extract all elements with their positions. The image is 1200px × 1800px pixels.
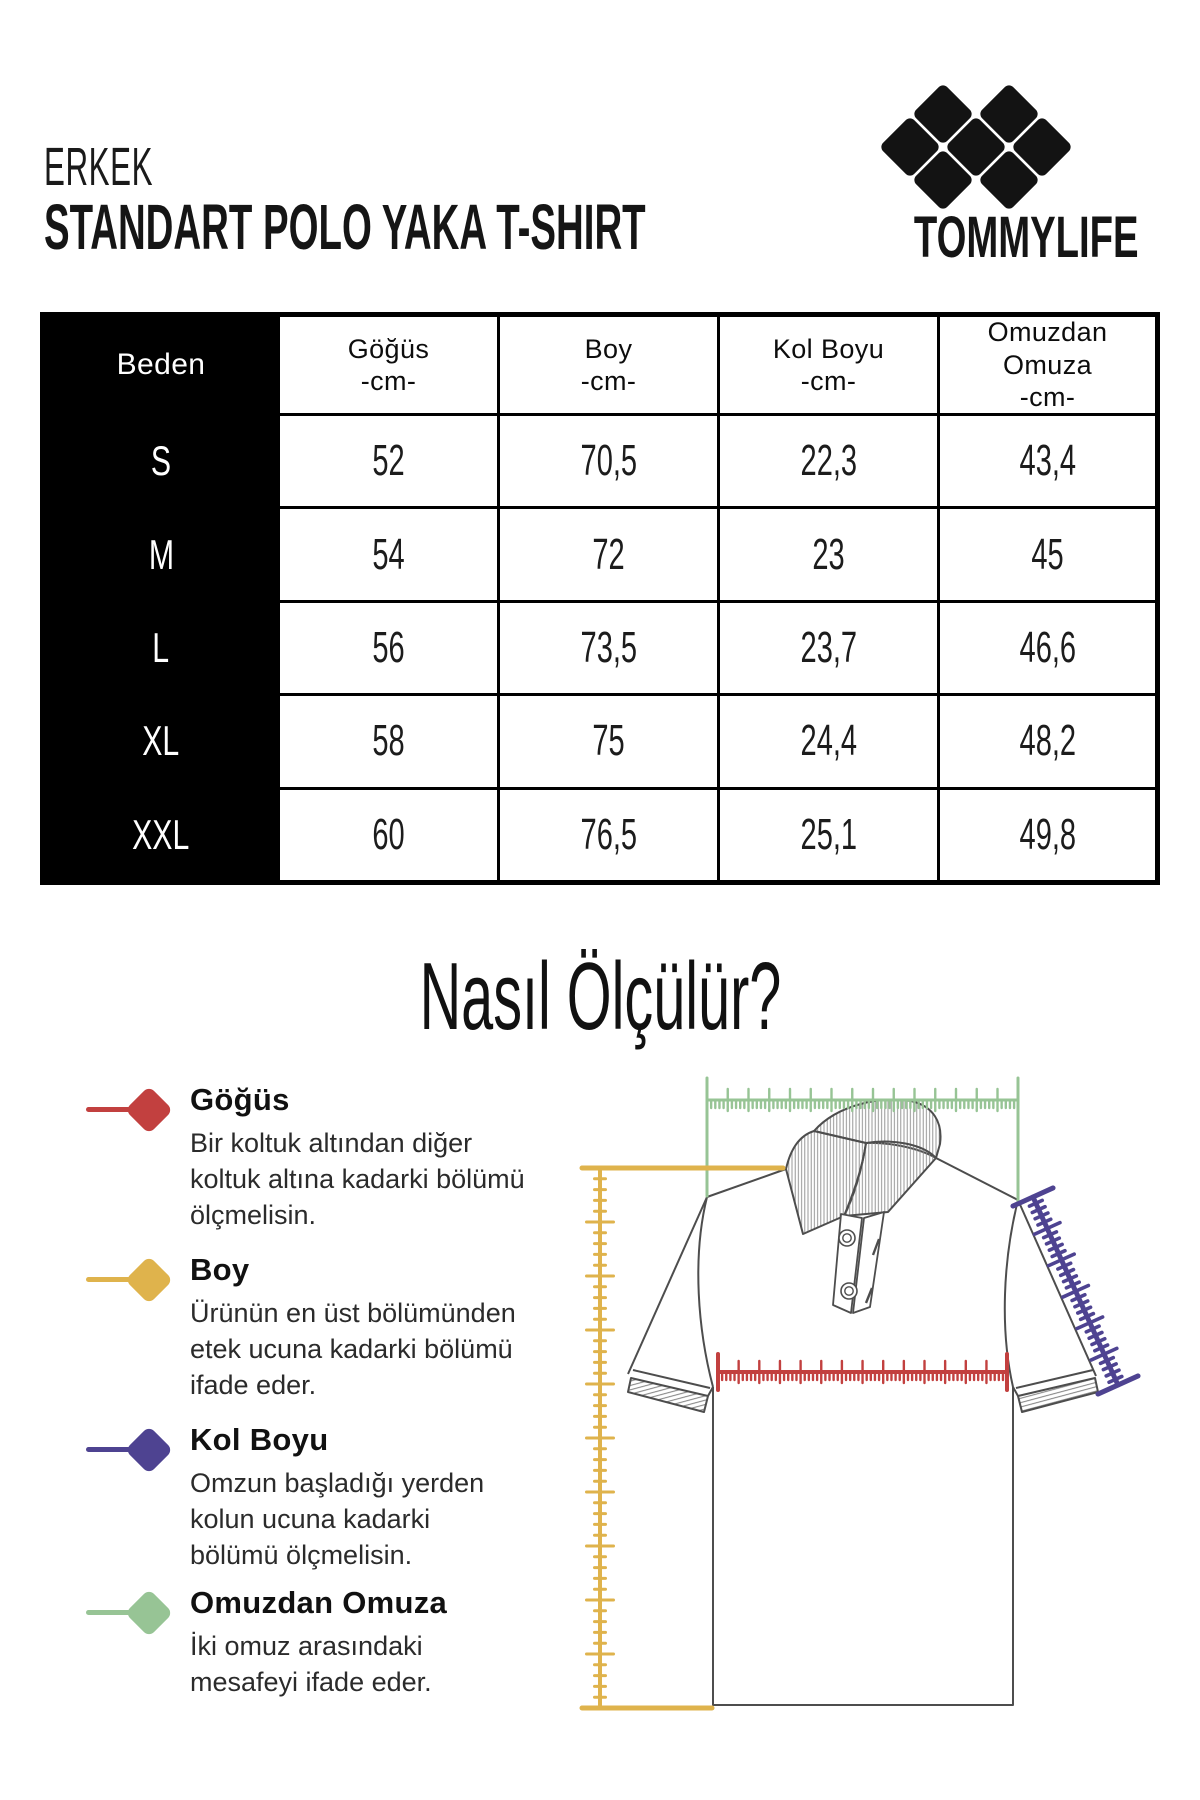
value-cell-length: 76,5	[500, 789, 717, 880]
legend-item-description: İki omuz arasındaki mesafeyi ifade eder.	[190, 1631, 432, 1697]
value-cell-chest: 54	[280, 509, 497, 600]
legend-item: Kol Boyu Omzun başladığı yerden kolun ucu…	[86, 1422, 536, 1573]
value-cell-length: 70,5	[500, 416, 717, 507]
table-header-cell: Boy -cm-	[500, 317, 717, 413]
shirt-outline	[627, 1098, 1099, 1706]
right-cuff-band	[1017, 1377, 1099, 1413]
value-cell-chest: 58	[280, 696, 497, 787]
legend-item-title: Göğüs	[190, 1082, 290, 1117]
value-cell-length: 72	[500, 509, 717, 600]
left-sleeve-edge	[627, 1196, 708, 1375]
value-cell-shoulder: 46,6	[940, 602, 1155, 694]
size-table: Beden Göğüs -cm- Boy -cm- Kol Boyu -cm- Omuzdan…	[40, 312, 1160, 885]
table-header-cell: Kol Boyu -cm-	[720, 317, 937, 413]
table-header-cell: Beden	[45, 317, 277, 413]
value-cell-chest: 60	[280, 789, 497, 880]
brand-name: TOMMYLIFE	[913, 205, 1139, 270]
product-title: STANDART POLO YAKA T-SHIRT	[44, 191, 646, 263]
value-cell-sleeve: 22,3	[720, 416, 937, 507]
legend-item-description: Bir koltuk altından diğer koltuk altına k…	[190, 1128, 525, 1230]
button-icon	[844, 1286, 854, 1296]
value-cell-sleeve: 23,7	[720, 602, 937, 694]
legend-item-title: Omuzdan Omuza	[190, 1585, 448, 1620]
size-cell: S	[45, 416, 277, 507]
value-cell-chest: 56	[280, 602, 497, 694]
left-cuff-band	[627, 1377, 709, 1413]
legend-item: Göğüs Bir koltuk altından diğer koltuk al…	[86, 1082, 536, 1233]
diamond-marker-icon	[86, 1588, 182, 1638]
left-cuff-seam	[632, 1369, 711, 1389]
size-cell: XL	[45, 696, 277, 787]
left-shoulder-line	[706, 1168, 787, 1198]
sleeve-ruler	[1030, 1194, 1121, 1388]
value-cell-chest: 52	[280, 416, 497, 507]
value-cell-length: 73,5	[500, 602, 717, 694]
diamond-marker-icon	[86, 1255, 182, 1305]
size-cell: L	[45, 602, 277, 694]
buttonhole-icon	[864, 1287, 874, 1304]
button-icon	[838, 1229, 856, 1247]
legend-item: Omuzdan Omuza İki omuz arasındaki mesafey…	[86, 1585, 536, 1700]
table-header-cell: Omuzdan Omuza -cm-	[940, 317, 1155, 413]
legend-item-description: Omzun başladığı yerden kolun ucuna kadark…	[190, 1468, 485, 1570]
legend-item-description: Ürünün en üst bölümünden etek ucuna kadar…	[190, 1298, 516, 1400]
how-to-measure-title: Nasıl Ölçülür?	[419, 943, 781, 1050]
buttonhole-icon	[871, 1238, 881, 1256]
value-cell-shoulder: 45	[940, 509, 1155, 600]
right-shoulder-line	[935, 1157, 1019, 1201]
measurement-rulers	[579, 1076, 1141, 1711]
left-armhole	[697, 1196, 714, 1388]
value-cell-shoulder: 43,4	[940, 416, 1155, 507]
shirt-body	[712, 1387, 1014, 1706]
category-title: ERKEK	[44, 137, 154, 197]
value-cell-sleeve: 24,4	[720, 696, 937, 787]
value-cell-shoulder: 48,2	[940, 696, 1155, 787]
table-header-cell: Göğüs -cm-	[280, 317, 497, 413]
right-cuff-seam	[1015, 1369, 1094, 1389]
collar-right-flap	[843, 1140, 937, 1217]
value-cell-sleeve: 25,1	[720, 789, 937, 880]
legend-item-title: Boy	[190, 1252, 250, 1287]
collar-left-flap	[785, 1130, 867, 1235]
value-cell-shoulder: 49,8	[940, 789, 1155, 880]
collar-back-band	[813, 1098, 942, 1159]
size-cell: M	[45, 509, 277, 600]
size-cell: XXL	[45, 789, 277, 880]
button-icon	[842, 1233, 852, 1243]
value-cell-length: 75	[500, 696, 717, 787]
button-icon	[840, 1282, 858, 1300]
right-sleeve-edge	[1017, 1199, 1097, 1377]
legend-item-title: Kol Boyu	[190, 1422, 329, 1457]
diamond-marker-icon	[86, 1085, 182, 1135]
right-underarm	[1012, 1386, 1019, 1397]
value-cell-sleeve: 23	[720, 509, 937, 600]
right-armhole	[1003, 1199, 1019, 1388]
placket-right-strip	[852, 1211, 885, 1314]
left-underarm	[707, 1386, 714, 1397]
placket-left-strip	[832, 1213, 863, 1314]
legend-item: Boy Ürünün en üst bölümünden etek ucuna k…	[86, 1252, 536, 1403]
diamond-marker-icon	[86, 1425, 182, 1475]
